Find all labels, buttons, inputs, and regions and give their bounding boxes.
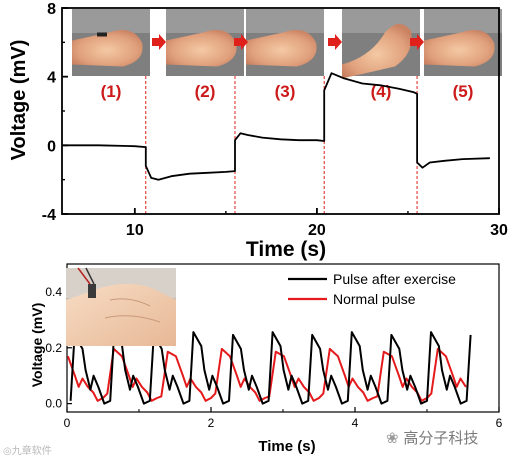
bottom-y-axis-label: Voltage (mV) [29, 303, 45, 388]
hand-shape [246, 30, 317, 67]
watermark-right: ❀ 高分子科技 [386, 427, 478, 448]
bottom-series [66, 331, 472, 405]
hand-shape [166, 30, 237, 67]
hand-shape [424, 30, 495, 67]
y-tick-label-2: 4 [47, 70, 56, 87]
watermark-left: ◎九章软件 [3, 442, 52, 457]
x-tick-label-0: 10 [126, 222, 144, 239]
top-x-axis-ticks: 10 20 30 [126, 208, 508, 239]
sensor-patch [97, 32, 107, 37]
photo-backdrop [246, 9, 324, 33]
gesture-photo-5 [424, 9, 502, 76]
top-y-axis-label: Voltage (mV) [8, 40, 30, 161]
gesture-label-1: (1) [101, 82, 122, 101]
bottom-series-line-0 [69, 331, 472, 405]
gesture-photo-1 [72, 9, 150, 76]
gesture-arrows [152, 34, 424, 50]
bottom-x-tick-label-3: 6 [496, 416, 503, 430]
hand-shape [72, 30, 143, 67]
y-tick-label-0: -4 [42, 207, 56, 224]
bottom-x-tick-label-0: 0 [64, 416, 71, 430]
gesture-label-3: (3) [275, 82, 296, 101]
gesture-photo-3 [246, 9, 324, 76]
gesture-photos [72, 9, 502, 79]
top-series-line-0 [62, 72, 490, 181]
legend-label-exercise: Pulse after exercise [333, 271, 456, 287]
gesture-label-2: (2) [195, 82, 216, 101]
x-tick-label-2: 30 [490, 222, 508, 239]
bottom-chart: 0.0 0.2 0.4 0 2 4 6 Pulse after exercise Norm… [29, 263, 503, 455]
x-tick-label-1: 20 [308, 222, 326, 239]
bottom-x-tick-label-1: 2 [208, 416, 215, 430]
y-tick-label-3: 8 [47, 1, 56, 18]
legend-label-normal: Normal pulse [333, 291, 416, 307]
transition-arrow-1 [152, 34, 166, 50]
watermark-left-icon: ◎ [3, 446, 12, 457]
gesture-label-5: (5) [453, 82, 474, 101]
gesture-photo-2 [166, 9, 244, 76]
bottom-y-tick-label-1: 0.2 [45, 341, 62, 355]
top-series [62, 72, 490, 181]
hand-shape [342, 23, 412, 79]
bottom-x-tick-label-2: 4 [352, 416, 359, 430]
top-x-axis-label: Time (s) [246, 238, 326, 261]
legend: Pulse after exercise Normal pulse [288, 271, 456, 307]
photo-backdrop [72, 9, 150, 33]
transition-arrow-4 [410, 34, 424, 50]
gesture-photo-4 [342, 9, 420, 79]
top-y-axis-ticks: -4 0 4 8 [42, 1, 68, 224]
transition-arrow-2 [234, 34, 248, 50]
wechat-icon: ❀ [386, 429, 399, 447]
photo-backdrop [166, 9, 244, 33]
y-tick-label-1: 0 [47, 138, 56, 155]
gesture-labels: (1) (2) (3) (4) (5) [101, 82, 474, 101]
watermark-left-text: 九章软件 [11, 446, 52, 457]
transition-arrow-3 [328, 34, 342, 50]
bottom-y-tick-label-0: 0.0 [45, 397, 62, 411]
bottom-y-axis-ticks: 0.0 0.2 0.4 [45, 285, 72, 411]
bottom-x-axis-label: Time (s) [258, 438, 315, 455]
bottom-y-tick-label-2: 0.4 [45, 285, 62, 299]
wrist-sensor-photo [66, 267, 176, 346]
bottom-series-line-1 [66, 347, 467, 402]
photo-backdrop [424, 9, 502, 33]
watermark-right-text: 高分子科技 [403, 429, 479, 447]
bottom-x-axis-ticks: 0 2 4 6 [64, 407, 503, 430]
